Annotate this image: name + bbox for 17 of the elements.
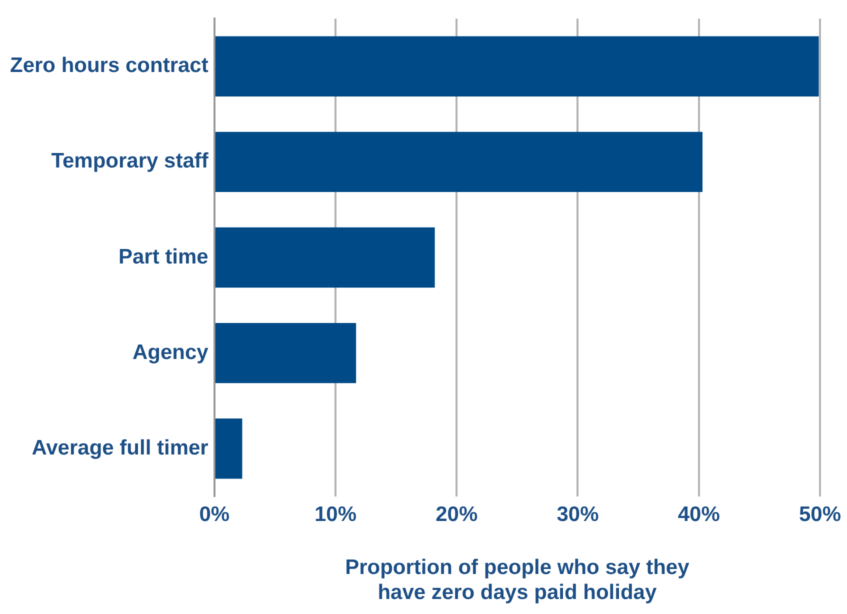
y-tick-label: Temporary staff	[51, 150, 210, 173]
y-tick-label: Part time	[118, 245, 208, 268]
x-tick-label: 0%	[199, 502, 230, 526]
x-tick-label: 20%	[436, 502, 478, 526]
y-tick-label: Average full timer	[32, 436, 208, 460]
x-axis-title: Proportion of people who say they have zero days paid holiday	[345, 556, 690, 604]
bar	[215, 132, 702, 192]
bar	[215, 36, 819, 96]
bar	[215, 322, 356, 384]
y-tick-label: Agency	[132, 340, 209, 364]
bar	[215, 418, 242, 479]
x-tick-label: 50%	[798, 502, 842, 526]
x-tick-label: 30%	[556, 502, 600, 526]
x-tick-label: 10%	[314, 502, 357, 526]
x-tick-label: 40%	[678, 502, 720, 526]
y-tick-label: Zero hours contract	[10, 54, 208, 78]
bar	[215, 227, 435, 288]
